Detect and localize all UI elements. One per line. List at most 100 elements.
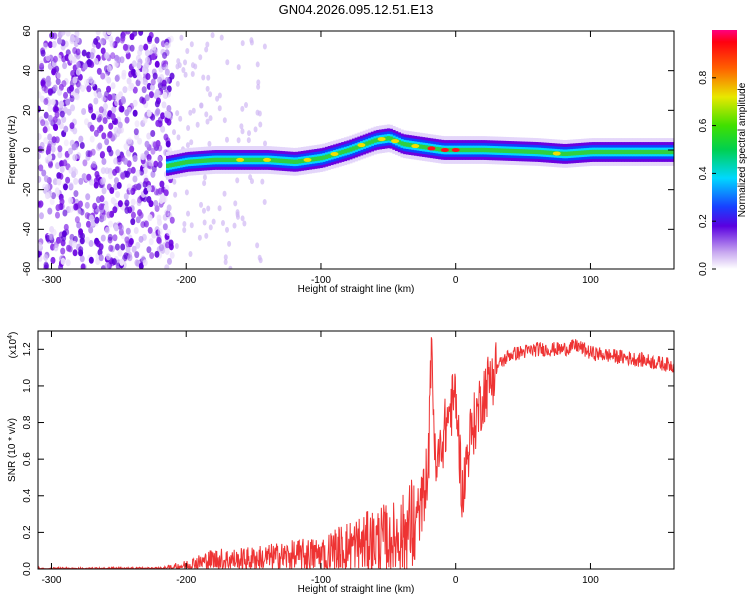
spectrogram-noise-cell xyxy=(202,219,207,226)
spectrogram-noise-cell xyxy=(132,86,138,94)
spectrogram-noise-cell xyxy=(149,83,155,91)
spectrogram-noise-cell xyxy=(106,112,112,120)
spectrogram-noise-cell xyxy=(78,249,84,257)
spectrogram-noise-cell xyxy=(106,64,112,72)
spectrogram-ridge-cell xyxy=(602,149,606,155)
spectrogram-ridge-cell xyxy=(405,142,410,147)
spectrogram-noise-cell xyxy=(202,174,207,181)
spectrogram-noise-cell xyxy=(86,173,92,181)
spectrogram-y-label: Frequency (Hz) xyxy=(7,116,18,185)
spectrogram-noise-cell xyxy=(129,82,135,90)
spectrogram-ridge-cell xyxy=(618,149,622,155)
spectrogram-ridge-cell xyxy=(184,159,189,165)
spectrogram-noise-cell xyxy=(109,40,115,48)
spectrogram-noise-cell xyxy=(51,68,57,76)
spectrogram-noise-cell xyxy=(186,210,191,217)
spectrogram-ridge-cell xyxy=(640,149,644,155)
spectrogram-noise-cell xyxy=(220,219,225,226)
spectrogram-noise-cell xyxy=(38,164,44,172)
spectrogram-noise-cell xyxy=(52,178,58,186)
spectrogram-ridge-cell xyxy=(174,162,178,167)
spectrogram-noise-cell xyxy=(128,238,134,246)
spectrogram-ridge-cell xyxy=(424,145,428,150)
spectrogram-noise-cell xyxy=(166,257,172,265)
spectrogram-noise-cell xyxy=(106,211,112,219)
spectrogram-ridge-cell xyxy=(179,161,183,166)
spectrogram-noise-cell xyxy=(119,258,125,266)
spectrogram-ridge-cell xyxy=(289,159,294,164)
snr-x-tick-label: 100 xyxy=(582,575,599,586)
spectrogram-ridge-cell xyxy=(581,150,585,155)
spectrogram-noise-cell xyxy=(152,72,158,80)
spectrogram-ridge-cell xyxy=(376,137,380,143)
spectrogram-noise-cell xyxy=(43,261,49,269)
spectrogram-noise-cell xyxy=(97,248,103,256)
spectrogram-noise-cell xyxy=(258,121,263,128)
spectrogram-noise-cell xyxy=(156,236,162,244)
spectrogram-noise-cell xyxy=(63,139,69,147)
spectrogram-noise-cell xyxy=(215,95,220,102)
spectrogram-ridge-cell xyxy=(343,149,348,154)
spectrogram-noise-cell xyxy=(182,220,187,227)
spectrogram-noise-cell xyxy=(157,155,163,163)
spectrogram-noise-cell xyxy=(91,113,97,121)
spectrogram-noise-cell xyxy=(141,86,147,94)
spectrogram-ridge-cell xyxy=(559,151,563,156)
spec-x-tick-label: -300 xyxy=(41,275,61,286)
spectrogram-noise-cell xyxy=(143,43,149,51)
spectrogram-ridge-cell xyxy=(403,142,407,147)
spectrogram-noise-cell xyxy=(73,177,79,185)
spectrogram-noise-cell xyxy=(42,186,48,194)
spectrogram-noise-cell xyxy=(63,125,69,133)
spectrogram-ridge-cell xyxy=(389,136,393,141)
spectrogram-noise-cell xyxy=(68,205,74,213)
spectrogram-noise-cell xyxy=(104,52,110,60)
spectrogram-noise-cell xyxy=(211,218,216,225)
spectrogram-ridge-cell xyxy=(370,139,375,144)
spectrogram-noise-cell xyxy=(117,249,123,257)
spectrogram-ridge-cell xyxy=(397,140,401,145)
spectrogram-noise-cell xyxy=(172,178,177,185)
spectrogram-noise-cell xyxy=(145,73,151,81)
spectrogram-noise-cell xyxy=(164,41,170,49)
spectrogram-noise-cell xyxy=(257,254,262,261)
spectrogram-noise-cell xyxy=(208,115,213,122)
spectrogram-noise-cell xyxy=(52,32,58,40)
spectrogram-ridge-cell xyxy=(319,155,323,161)
spectrogram-ridge-cell xyxy=(252,157,256,163)
spectrogram-noise-cell xyxy=(134,251,140,259)
spectrogram-noise-cell xyxy=(150,53,156,61)
spectrogram-ridge-cell xyxy=(607,149,612,155)
spectrogram-noise-cell xyxy=(142,78,148,86)
spectrogram-noise-cell xyxy=(100,167,106,175)
spectrogram-noise-cell xyxy=(99,195,105,203)
spectrogram-noise-cell xyxy=(52,116,58,124)
spectrogram-noise-cell xyxy=(80,85,86,93)
spectrogram-noise-cell xyxy=(43,137,49,145)
spectrogram-ridge-cell xyxy=(467,147,472,153)
spectrogram-noise-cell xyxy=(95,240,101,248)
spectrogram-ridge-cell xyxy=(545,150,550,155)
spectrogram-ridge-cell xyxy=(575,150,579,156)
spectrogram-noise-cell xyxy=(135,216,141,224)
spectrogram-noise-cell xyxy=(202,180,207,187)
spectrogram-noise-cell xyxy=(206,205,211,212)
spectrogram-ridge-cell xyxy=(368,140,372,145)
spectrogram-noise-cell xyxy=(175,80,180,87)
spectrogram-noise-cell xyxy=(93,57,99,65)
spectrogram-noise-cell xyxy=(235,177,240,184)
spectrogram-noise-cell xyxy=(164,264,170,269)
spectrogram-noise-cell xyxy=(71,166,77,174)
spectrogram-noise-cell xyxy=(98,203,104,211)
spectrogram-noise-cell xyxy=(72,76,78,84)
spectrogram-noise-cell xyxy=(40,119,46,127)
spectrogram-noise-cell xyxy=(183,59,188,66)
spectrogram-ridge-cell xyxy=(543,150,547,155)
spectrogram-noise-cell xyxy=(166,105,172,113)
spectrogram-noise-cell xyxy=(61,80,67,88)
spectrogram-noise-cell xyxy=(162,51,168,59)
spectrogram-noise-cell xyxy=(155,108,161,116)
spectrogram-noise-cell xyxy=(145,56,151,64)
spectrogram-noise-cell xyxy=(45,75,51,83)
spectrogram-noise-cell xyxy=(95,31,101,36)
